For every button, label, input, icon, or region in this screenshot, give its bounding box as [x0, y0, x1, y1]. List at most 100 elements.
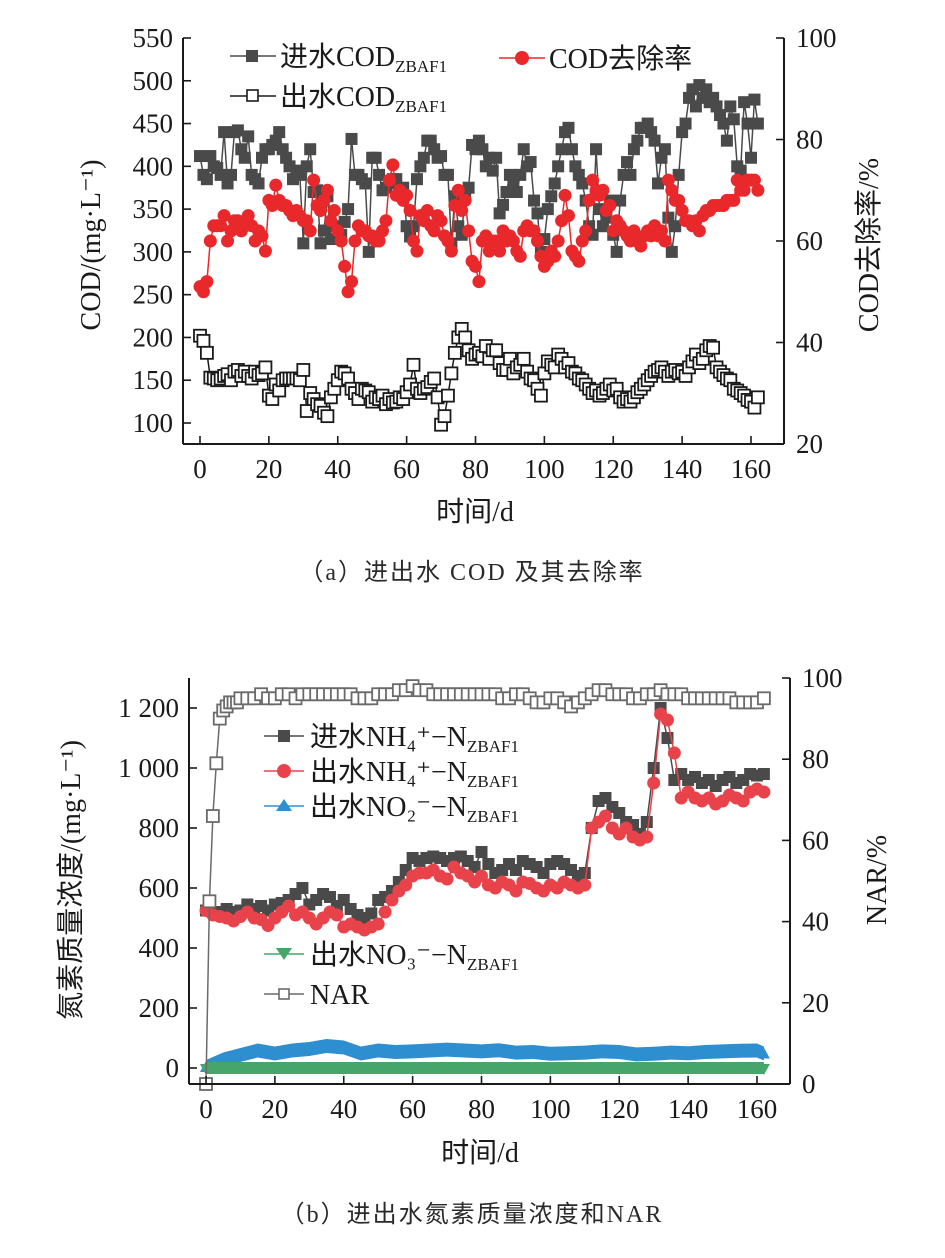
chart-a-data-point: [238, 151, 251, 164]
chart-a-data-point: [345, 132, 358, 145]
chart-b-data-point: [423, 1044, 436, 1056]
chart-b-data-point: [561, 1047, 574, 1059]
chart-a-data-point: [603, 198, 617, 212]
legend-label: 进水COD: [280, 41, 395, 73]
chart-b-y-right-axis-title: NAR/%: [862, 835, 893, 925]
chart-a-data-point: [434, 214, 448, 228]
chart-b-data-point: [578, 878, 592, 892]
chart-b-data-point: [399, 878, 413, 892]
chart-b-y-right-tick-label: 40: [802, 907, 829, 937]
chart-b-series-3: [200, 1062, 770, 1075]
chart-b-data-point: [660, 713, 674, 727]
chart-a-data-point: [528, 194, 541, 207]
chart-a-data-point: [386, 158, 400, 172]
chart-a-data-point: [320, 183, 334, 197]
chart-b-data-point: [647, 1047, 660, 1059]
chart-a-data-point: [658, 234, 672, 248]
chart-a-data-point: [745, 151, 757, 164]
chart-b-data-point: [751, 1044, 763, 1056]
chart-b-data-point: [389, 1046, 402, 1057]
chart-b-data-point: [544, 1064, 557, 1075]
chart-a-caption: （a）进出水 COD 及其去除率: [299, 559, 644, 586]
legend-subscript: ZBAF1: [467, 772, 519, 791]
chart-a-data-point: [372, 234, 386, 248]
chart-a-data-point: [675, 204, 689, 218]
legend-label: 出水NO₃⁻−N: [310, 939, 467, 971]
chart-a-y-right-axis-title: COD去除率/%: [853, 158, 885, 332]
chart-b-x-tick-label: 100: [530, 1094, 571, 1124]
chart-a-data-point: [627, 224, 641, 238]
chart-a-data-point: [631, 134, 644, 147]
chart-b-x-tick-label: 160: [737, 1094, 778, 1124]
legend-item-influent-nh4: 进水NH₄⁺−NZBAF1: [264, 721, 519, 756]
chart-a-data-point: [444, 366, 459, 381]
chart-a-y-right-tick-label: 40: [796, 328, 823, 358]
chart-b-data-point: [596, 1045, 609, 1057]
chart-b-y-tick-label: 400: [139, 933, 180, 963]
chart-a-data-point: [203, 234, 217, 248]
chart-a-data-point: [362, 245, 375, 258]
chart-b-data-point: [756, 691, 771, 706]
chart-a-data-point: [255, 151, 268, 164]
chart-a-data-point: [648, 134, 661, 147]
legend-label: 出水COD: [280, 81, 395, 113]
chart-a-data-point: [507, 177, 520, 190]
chart-a-data-point: [455, 204, 469, 218]
chart-a-data-point: [410, 173, 423, 186]
chart-b-y-tick-label: 800: [139, 813, 180, 843]
chart-a-data-point: [661, 173, 675, 187]
chart-b-data-point: [682, 1064, 695, 1075]
chart-a-series-0: [194, 79, 764, 258]
chart-a-data-point: [307, 173, 321, 187]
chart-a-data-point: [376, 224, 390, 238]
chart-a-data-point: [273, 126, 286, 139]
chart-a-data-point: [727, 193, 741, 207]
chart-a-data-point: [317, 193, 331, 207]
legend-circle-icon: [277, 764, 291, 778]
legend-item-nar: NAR: [264, 980, 369, 1011]
chart-a-data-point: [300, 214, 314, 228]
chart-a-data-point: [224, 224, 238, 238]
chart-b-data-point: [699, 1046, 712, 1057]
chart-a-x-tick-label: 100: [524, 454, 565, 484]
chart-b-data-point: [354, 1047, 367, 1059]
chart-b-data-point: [613, 1064, 626, 1075]
chart-a-data-point: [530, 234, 544, 248]
chart-a-data-point: [738, 96, 751, 109]
chart-b-data-point: [475, 1064, 488, 1075]
chart-a-data-point: [524, 156, 537, 169]
chart-a-data-point: [196, 285, 210, 299]
chart-a-data-point: [410, 244, 424, 258]
chart-a-data-point: [531, 207, 544, 220]
svg-text:进水NH₄⁺−NZBAF1: 进水NH₄⁺−NZBAF1: [310, 721, 519, 756]
legend-item-influent-cod: 进水CODZBAF1: [230, 41, 447, 76]
chart-a-data-point: [331, 224, 345, 238]
chart-a-data-point: [679, 117, 692, 130]
chart-a-y-tick-label: 200: [133, 322, 174, 352]
chart-b-data-point: [217, 1053, 230, 1065]
legend-subscript: ZBAF1: [467, 737, 519, 756]
chart-b-data-point: [458, 1044, 471, 1056]
chart-a-data-point: [751, 183, 765, 197]
chart-a-y-right-tick-label: 80: [796, 125, 823, 155]
chart-a-data-point: [359, 177, 372, 190]
chart-a-data-point: [334, 234, 348, 248]
chart-a-data-point: [586, 173, 600, 187]
chart-a-data-point: [407, 234, 421, 248]
chart-a-data-point: [196, 333, 211, 348]
chart-a-data-point: [747, 173, 761, 187]
chart-b-data-point: [372, 1044, 385, 1056]
chart-a-data-point: [200, 173, 213, 186]
chart-a-data-point: [214, 219, 228, 233]
chart-a-data-point: [506, 234, 520, 248]
chart-a-data-point: [596, 183, 610, 197]
chart-a-data-point: [590, 143, 603, 156]
chart-a-data-point: [437, 409, 452, 424]
chart-a-data-point: [665, 183, 679, 197]
svg-text:出水NO₂⁻−NZBAF1: 出水NO₂⁻−NZBAF1: [310, 791, 519, 826]
chart-b-data-point: [682, 1047, 695, 1059]
chart-a-data-point: [200, 275, 214, 289]
chart-b-caption: （b）进出水氮素质量浓度和NAR: [281, 1201, 664, 1228]
chart-a-y-tick-label: 450: [133, 109, 174, 139]
chart-a-data-point: [221, 234, 235, 248]
